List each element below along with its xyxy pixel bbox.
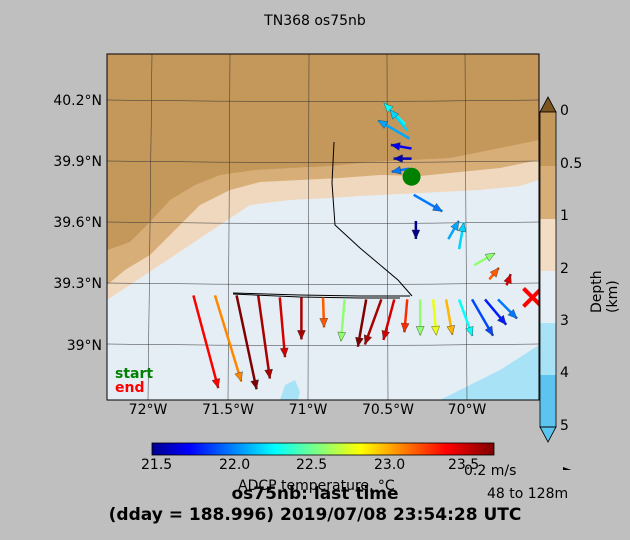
depth-tick-label: 2 bbox=[560, 261, 569, 277]
temp-tick-label: 21.5 bbox=[141, 457, 173, 473]
lon-tick-label: 72°W bbox=[128, 402, 168, 418]
current-vector bbox=[431, 299, 440, 336]
scale-label: 0.2 m/s bbox=[464, 463, 517, 479]
current-vector bbox=[411, 220, 421, 240]
map-frame bbox=[106, 53, 540, 401]
footer-line-2: (dday = 188.996) 2019/07/08 23:54:28 UTC bbox=[108, 505, 522, 525]
current-vector bbox=[400, 299, 410, 333]
current-vector bbox=[497, 298, 518, 320]
current-vector bbox=[447, 220, 460, 240]
current-vector bbox=[381, 299, 396, 341]
current-vector bbox=[297, 297, 306, 340]
current-vector bbox=[473, 252, 496, 267]
temp-tick-label: 22.5 bbox=[296, 457, 328, 473]
temp-tick-label: 22.0 bbox=[219, 457, 251, 473]
current-vector bbox=[319, 297, 329, 328]
lat-tick-label: 39.3°N bbox=[53, 276, 102, 292]
legend-start: start bbox=[115, 366, 154, 382]
current-vector bbox=[415, 299, 425, 336]
temp-tick-label: 23.5 bbox=[448, 457, 480, 473]
map-area bbox=[107, 54, 539, 400]
lon-tick-label: 71.5°W bbox=[201, 402, 254, 418]
current-vector bbox=[355, 299, 368, 348]
current-vector bbox=[503, 273, 512, 286]
ship-track bbox=[232, 141, 413, 299]
depth-range-label: 48 to 128m bbox=[487, 486, 569, 502]
lat-tick-label: 39.6°N bbox=[53, 215, 102, 231]
lat-tick-label: 39.9°N bbox=[53, 154, 102, 170]
depth-tick-label: 4 bbox=[560, 365, 569, 381]
chart-title: TN368 os75nb bbox=[264, 13, 366, 29]
legend-end: end bbox=[115, 380, 145, 396]
deep-ocean-zone bbox=[440, 345, 539, 400]
lat-tick-label: 40.2°N bbox=[53, 93, 102, 109]
current-vector bbox=[363, 298, 383, 345]
current-vector bbox=[388, 108, 409, 132]
lon-tick-label: 70°W bbox=[447, 402, 487, 418]
lat-tick-label: 39°N bbox=[66, 338, 102, 354]
depth-axis-label: Depth (km) bbox=[589, 270, 621, 313]
current-vector bbox=[213, 295, 243, 382]
current-vector bbox=[192, 295, 221, 389]
current-vector bbox=[457, 222, 467, 250]
start-marker bbox=[402, 167, 421, 186]
lon-tick-label: 70.5°W bbox=[361, 402, 414, 418]
temp-tick-label: 23.0 bbox=[374, 457, 406, 473]
current-vector bbox=[235, 295, 259, 390]
current-vector bbox=[470, 298, 495, 337]
depth-tick-label: 0 bbox=[560, 103, 569, 119]
temperature-axis-label: ADCP temperature, °C bbox=[238, 478, 395, 494]
scale-arrow bbox=[563, 467, 572, 470]
current-vector bbox=[393, 154, 412, 163]
footer-line-1: os75nb: last time bbox=[231, 484, 399, 504]
depth-tick-label: 5 bbox=[560, 418, 569, 434]
current-vector bbox=[278, 297, 289, 358]
depth-colorbar bbox=[539, 96, 557, 443]
deep-ocean-zone-small bbox=[280, 380, 300, 400]
current-vector bbox=[488, 267, 500, 281]
current-vector bbox=[413, 193, 443, 213]
current-vectors bbox=[192, 102, 518, 390]
current-vector bbox=[484, 298, 508, 326]
lon-tick-label: 71°W bbox=[288, 402, 328, 418]
current-vector bbox=[390, 142, 412, 151]
temperature-colorbar bbox=[151, 442, 495, 456]
current-vector bbox=[457, 298, 474, 337]
depth-tick-label: 3 bbox=[560, 313, 569, 329]
current-vector bbox=[444, 299, 456, 336]
depth-tick-label: 1 bbox=[560, 208, 569, 224]
depth-tick-label: 0.5 bbox=[560, 156, 583, 172]
map-chart bbox=[106, 53, 572, 470]
current-vector bbox=[256, 295, 273, 380]
inner-shelf-zone bbox=[107, 54, 539, 250]
current-vector bbox=[391, 165, 410, 175]
current-vector bbox=[377, 119, 411, 140]
current-vector bbox=[337, 299, 347, 342]
